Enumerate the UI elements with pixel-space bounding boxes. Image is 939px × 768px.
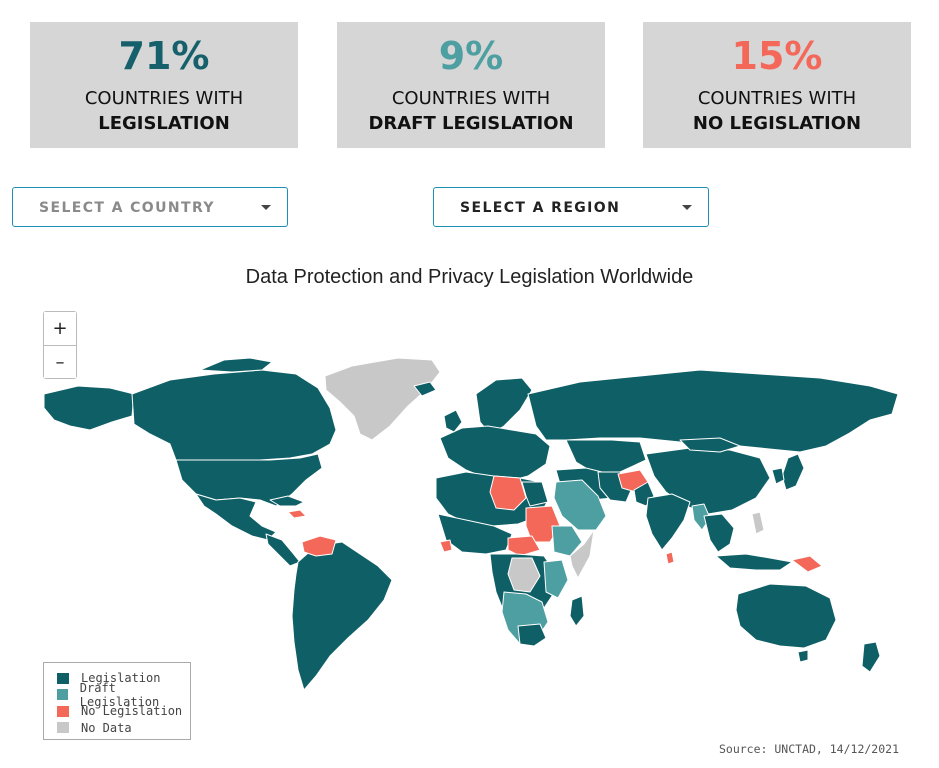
region-europe[interactable] [439, 425, 551, 483]
region-east-africa[interactable] [543, 559, 569, 599]
region-kazakhstan[interactable] [565, 439, 647, 475]
region-scandinavia[interactable] [475, 377, 533, 435]
region-new-zealand[interactable] [861, 641, 881, 673]
region-south-africa[interactable] [517, 623, 547, 647]
zoom-out-button[interactable]: – [44, 345, 76, 378]
region-sudan[interactable] [525, 505, 561, 543]
region-tasmania[interactable] [797, 649, 809, 663]
region-drc[interactable] [507, 557, 541, 593]
legend-item: Legislation [57, 670, 190, 687]
region-alaska[interactable] [43, 385, 135, 431]
region-sierra-leone[interactable] [439, 539, 453, 553]
legend-swatch [57, 689, 68, 701]
region-central-america[interactable] [265, 533, 301, 567]
country-select[interactable]: SELECT A COUNTRY [12, 187, 288, 227]
region-australia[interactable] [735, 583, 837, 649]
source-note: Source: UNCTAD, 14/12/2021 [718, 742, 899, 756]
stat-label-bold: LEGISLATION [98, 113, 230, 134]
region-india[interactable] [645, 493, 691, 551]
legend-label: No Data [81, 720, 132, 735]
stat-label-bold: NO LEGISLATION [692, 113, 862, 134]
region-canada[interactable] [131, 369, 337, 461]
region-korea[interactable] [771, 467, 785, 485]
zoom-control: + – [43, 311, 77, 379]
stat-value: 71% [118, 34, 210, 78]
map-title: Data Protection and Privacy Legislation … [245, 266, 694, 288]
region-select[interactable]: SELECT A REGION [433, 187, 709, 227]
region-somalia[interactable] [569, 529, 595, 579]
region-venezuela[interactable] [301, 535, 337, 557]
region-canada-islands[interactable] [199, 357, 273, 373]
map-legend: Legislation Draft Legislation No Legisla… [43, 662, 191, 740]
region-mongolia[interactable] [679, 437, 741, 453]
region-cuba[interactable] [269, 495, 305, 507]
chevron-down-icon [682, 205, 692, 210]
region-japan[interactable] [781, 453, 805, 491]
region-philippines[interactable] [751, 511, 765, 535]
legend-swatch [57, 705, 69, 717]
legend-label: Legislation [81, 671, 161, 686]
region-southeast-asia[interactable] [703, 513, 735, 553]
world-map[interactable] [0, 330, 939, 700]
legend-swatch [57, 722, 69, 734]
stat-label-bold: DRAFT LEGISLATION [368, 113, 574, 134]
region-mexico[interactable] [195, 493, 277, 541]
region-west-africa[interactable] [437, 513, 513, 555]
region-russia[interactable] [527, 369, 899, 453]
stat-card-legislation: 71% COUNTRIES WITH LEGISLATION [30, 22, 298, 148]
legend-swatch [57, 672, 69, 684]
stat-value: 9% [438, 34, 504, 78]
region-greenland[interactable] [324, 357, 441, 441]
legend-item: Draft Legislation [57, 681, 190, 709]
zoom-in-button[interactable]: + [44, 312, 76, 345]
chevron-down-icon [261, 205, 271, 210]
region-libya[interactable] [489, 475, 527, 511]
region-egypt[interactable] [521, 481, 549, 507]
region-ethiopia[interactable] [551, 525, 583, 557]
region-south-america[interactable] [291, 541, 393, 691]
stat-card-draft-legislation: 9% COUNTRIES WITH DRAFT LEGISLATION [337, 22, 605, 148]
legend-item: No Data [57, 720, 190, 737]
legend-label: Draft Legislation [79, 680, 160, 709]
region-hispaniola[interactable] [287, 509, 307, 519]
stat-label: COUNTRIES WITH [697, 88, 857, 109]
region-select-label: SELECT A REGION [460, 200, 621, 216]
stat-label: COUNTRIES WITH [391, 88, 551, 109]
region-saudi-arabia[interactable] [553, 479, 607, 531]
region-central-african-republic[interactable] [507, 535, 541, 557]
region-iceland[interactable] [413, 381, 437, 397]
region-uk[interactable] [443, 409, 463, 433]
region-indonesia[interactable] [715, 553, 793, 571]
region-papua-new-guinea[interactable] [791, 555, 823, 573]
region-madagascar[interactable] [569, 595, 585, 627]
country-select-label: SELECT A COUNTRY [39, 200, 215, 216]
region-usa[interactable] [175, 453, 323, 507]
stat-value: 15% [731, 34, 823, 78]
legend-item: No Legislation [57, 703, 190, 720]
stat-label: COUNTRIES WITH [84, 88, 244, 109]
stat-card-no-legislation: 15% COUNTRIES WITH NO LEGISLATION [643, 22, 911, 148]
region-sri-lanka[interactable] [665, 551, 675, 565]
legend-label: No Legislation [81, 704, 183, 719]
